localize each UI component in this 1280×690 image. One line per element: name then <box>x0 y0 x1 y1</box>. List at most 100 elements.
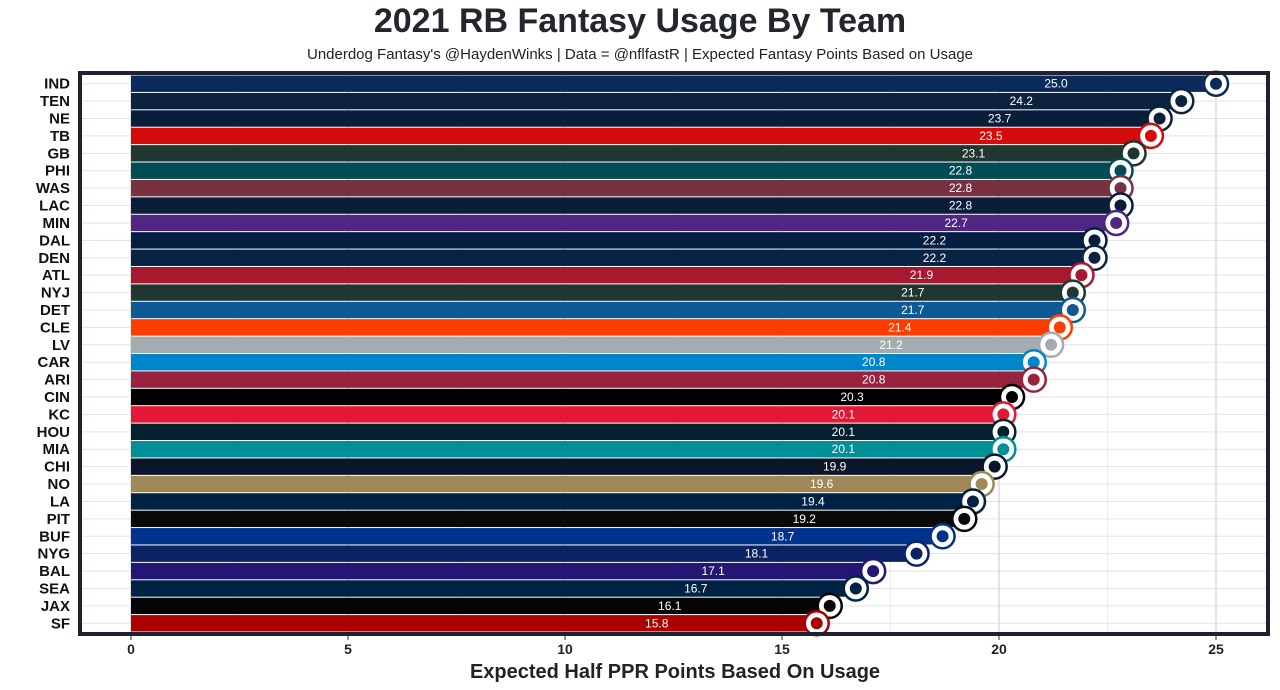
category-label-cin: CIN <box>44 389 70 406</box>
chart-subtitle: Underdog Fantasy's @HaydenWinks | Data =… <box>306 46 974 63</box>
bar-was <box>131 179 1121 197</box>
bar-ne <box>131 110 1160 127</box>
value-label-chi: 19.9 <box>823 460 847 474</box>
value-label-hou: 20.1 <box>832 425 856 439</box>
x-tick-layer: 0 5 10 15 20 25 <box>127 636 1224 657</box>
value-label-no: 19.6 <box>810 477 834 491</box>
x-tick-label-5: 5 <box>344 641 352 657</box>
category-label-lac: LAC <box>39 198 70 215</box>
value-label-la: 19.4 <box>801 494 825 508</box>
x-axis-label: Expected Half PPR Points Based On Usage <box>470 661 880 683</box>
bar-buf <box>131 528 943 545</box>
buccaneers-icon <box>1137 122 1165 150</box>
category-label-jax: JAX <box>41 598 70 615</box>
lions-icon <box>1059 296 1087 324</box>
category-label-min: MIN <box>43 215 71 232</box>
x-tick-label-10: 10 <box>557 641 573 657</box>
x-tick-label-15: 15 <box>774 641 790 657</box>
category-label-sea: SEA <box>39 580 70 597</box>
value-label-jax: 16.1 <box>658 599 682 613</box>
value-label-atl: 21.9 <box>910 268 934 282</box>
value-label-phi: 22.8 <box>949 164 973 178</box>
bar-jax <box>131 597 830 615</box>
cardinals-icon <box>1020 366 1047 393</box>
bears-icon <box>981 453 1008 480</box>
bar-cin <box>131 388 1013 406</box>
category-label-lv: LV <box>52 337 70 354</box>
value-label-ten: 24.2 <box>1010 94 1034 108</box>
x-tick-label-25: 25 <box>1208 641 1224 657</box>
bar-chi <box>131 458 995 475</box>
value-label-sea: 16.7 <box>684 581 708 595</box>
49ers-icon <box>803 610 830 637</box>
category-label-ind: IND <box>44 76 70 93</box>
category-label-sf: SF <box>51 615 70 632</box>
category-label-den: DEN <box>38 250 70 267</box>
seahawks-icon <box>842 575 870 602</box>
steelers-icon <box>951 505 978 533</box>
bar-ind <box>131 75 1216 92</box>
category-label-nyj: NYJ <box>41 285 70 302</box>
giants-icon <box>903 540 930 567</box>
x-tick-label-0: 0 <box>127 641 135 657</box>
bar-phi <box>131 162 1121 179</box>
value-label-lac: 22.8 <box>949 199 973 213</box>
bills-icon <box>929 523 956 550</box>
value-label-ari: 20.8 <box>862 373 886 387</box>
category-label-car: CAR <box>38 354 71 371</box>
vikings-icon <box>1102 209 1130 237</box>
bar-car <box>131 354 1034 371</box>
bar-det <box>131 301 1073 319</box>
value-label-lv: 21.2 <box>879 338 903 352</box>
value-label-ind: 25.0 <box>1044 77 1068 91</box>
bar-nyj <box>131 284 1073 301</box>
value-label-kc: 20.1 <box>832 407 856 421</box>
value-label-nyg: 18.1 <box>745 547 769 561</box>
category-label-phi: PHI <box>45 163 70 180</box>
value-label-layer: 25.0 24.2 23.7 23.5 23.1 22.8 22.8 22.8 22.7 22.2… <box>645 77 1068 631</box>
bar-pit <box>131 510 965 528</box>
category-label-buf: BUF <box>39 528 70 545</box>
category-label-mia: MIA <box>43 441 71 458</box>
bar-lv <box>131 336 1052 353</box>
value-label-was: 22.8 <box>949 181 973 195</box>
bar-den <box>131 249 1095 266</box>
bar-nyg <box>131 545 917 562</box>
bar-ari <box>131 371 1034 388</box>
value-label-car: 20.8 <box>862 355 886 369</box>
category-label-layer: INDTENNETBGBPHIWASLACMINDALDENATLNYJDETC… <box>36 76 71 633</box>
value-label-pit: 19.2 <box>793 512 817 526</box>
category-label-det: DET <box>40 302 70 319</box>
colts-horseshoe-icon <box>1202 70 1230 97</box>
value-label-det: 21.7 <box>901 303 925 317</box>
value-label-mia: 20.1 <box>832 442 856 456</box>
category-label-ne: NE <box>49 111 70 128</box>
titans-icon <box>1168 87 1195 115</box>
value-label-nyj: 21.7 <box>901 286 925 300</box>
jaguars-icon <box>816 592 843 620</box>
category-label-kc: KC <box>48 406 70 423</box>
bar-tb <box>131 127 1151 145</box>
category-label-nyg: NYG <box>37 546 70 563</box>
value-label-dal: 22.2 <box>923 233 947 247</box>
category-label-was: WAS <box>36 180 70 197</box>
bar-hou <box>131 423 1004 441</box>
category-label-bal: BAL <box>39 563 70 580</box>
value-label-bal: 17.1 <box>701 564 725 578</box>
category-label-ten: TEN <box>40 93 70 110</box>
category-label-hou: HOU <box>37 424 70 441</box>
value-label-tb: 23.5 <box>979 129 1003 143</box>
category-label-tb: TB <box>50 128 70 145</box>
broncos-icon <box>1081 244 1108 272</box>
packers-icon <box>1120 140 1147 167</box>
bar-no <box>131 475 982 493</box>
value-label-ne: 23.7 <box>988 112 1012 126</box>
bar-cle <box>131 319 1060 336</box>
bar-lac <box>131 197 1121 214</box>
category-label-cle: CLE <box>40 319 70 336</box>
value-label-cin: 20.3 <box>840 390 864 404</box>
x-tick-label-20: 20 <box>991 641 1007 657</box>
bar-la <box>131 493 973 510</box>
category-label-pit: PIT <box>47 511 70 528</box>
